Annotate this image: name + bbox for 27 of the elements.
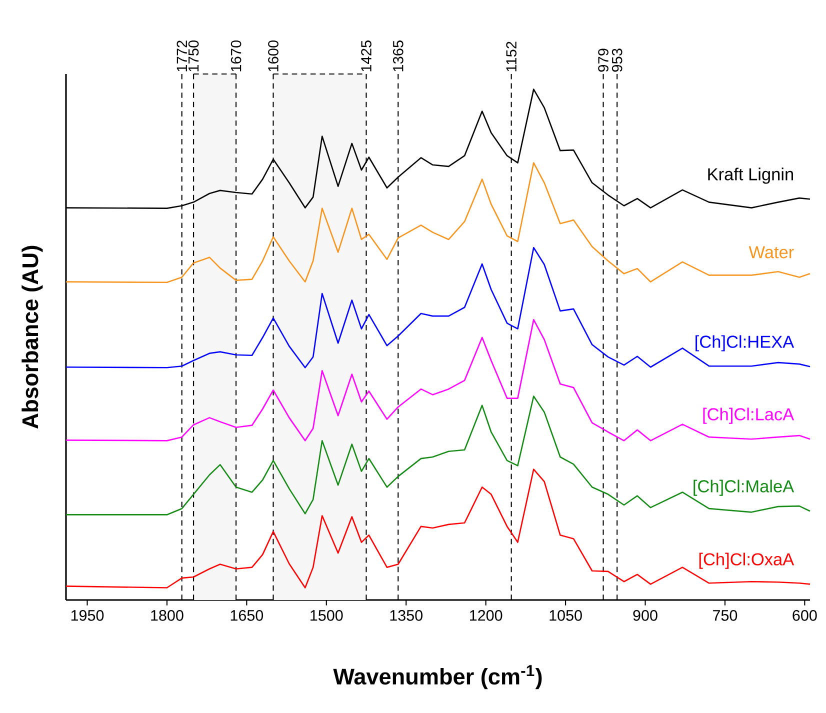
x-tick-label: 1200 (470, 610, 502, 621)
x-tick-label: 600 (792, 610, 817, 621)
series-label: [Ch]Cl:LacA (703, 408, 794, 424)
ref-line-label: 979 (598, 48, 608, 72)
ref-line-label: 1670 (230, 40, 242, 72)
ref-line-label: 1772 (176, 40, 187, 72)
series-label: [Ch]Cl:MaleA (694, 480, 794, 496)
x-tick-label: 1800 (151, 610, 184, 621)
ref-line-label: 1425 (361, 40, 372, 72)
series-label: [Ch]Cl:OxaA (699, 552, 794, 569)
y-axis-title: Absorbance (AU) (22, 246, 43, 429)
ref-line-label: 1365 (392, 40, 404, 72)
x-tick-label: 1650 (230, 610, 264, 621)
x-tick-label: 900 (633, 610, 658, 621)
series-label: Kraft Lignin (708, 168, 793, 184)
x-tick-label: 1050 (550, 610, 582, 621)
x-tick-label: 750 (713, 610, 738, 621)
ref-line-label: 1152 (506, 42, 517, 72)
ref-line-label: 953 (612, 48, 622, 72)
x-tick-label: 1950 (71, 610, 104, 621)
x-tick-label: 1350 (390, 610, 422, 621)
ref-line-label: 1600 (268, 40, 278, 72)
series-label: [Ch]Cl:HEXA (696, 335, 794, 352)
series-label: Water (748, 246, 794, 258)
x-axis-title: Wavenumber (cm$^{-1}$) (333, 665, 542, 690)
ref-line-label: 1750 (188, 40, 199, 72)
x-tick-label: 1500 (310, 610, 343, 621)
